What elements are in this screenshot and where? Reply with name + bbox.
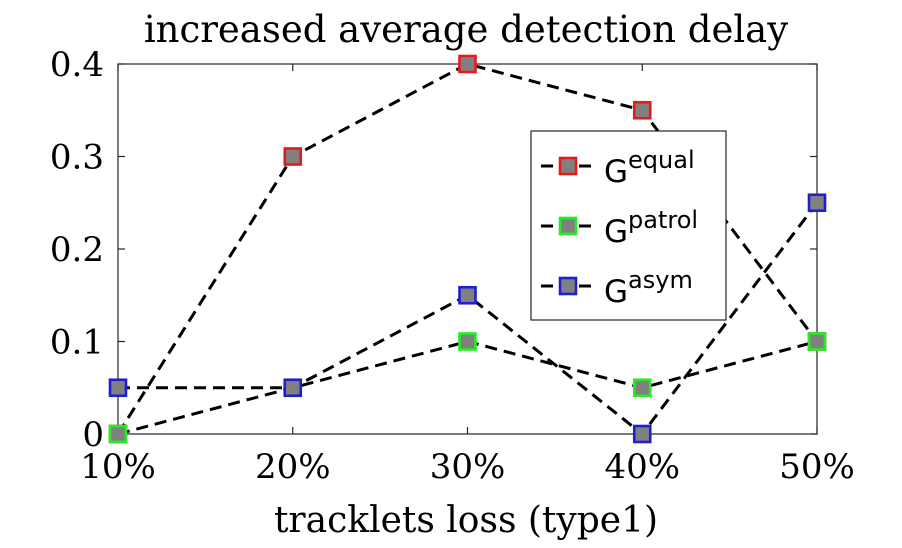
y-tick-label: 0.4 <box>50 45 104 85</box>
data-point-equal <box>458 54 477 74</box>
chart-title: increased average detection delay <box>144 8 788 51</box>
legend-label-patrol: Gpatrol <box>604 206 698 250</box>
x-tick-label: 30% <box>430 447 506 487</box>
x-tick-label: 20% <box>255 447 331 487</box>
legend-label-base: G <box>604 214 628 250</box>
x-tick-label: 50% <box>779 447 855 487</box>
data-point-asym <box>632 424 652 444</box>
legend-label-asym: Gasym <box>604 266 693 310</box>
data-point-asym <box>807 193 827 213</box>
data-point-patrol <box>807 332 827 351</box>
x-tick-label: 10% <box>80 447 156 487</box>
legend-label-base: G <box>604 154 628 190</box>
legend-marker-patrol <box>558 216 578 236</box>
x-axis-label: tracklets loss (type1) <box>274 500 658 541</box>
data-point-equal <box>632 100 652 120</box>
data-point-patrol <box>108 424 128 444</box>
y-tick-label: 0.3 <box>50 138 104 178</box>
legend-label-superscript: asym <box>628 266 693 294</box>
legend-label-superscript: equal <box>628 146 695 174</box>
legend-label-equal: Gequal <box>604 146 695 190</box>
y-tick-label: 0.1 <box>50 323 104 363</box>
y-tick-label: 0.2 <box>50 230 104 270</box>
data-point-asym <box>283 378 303 398</box>
x-tick-label: 40% <box>604 447 680 487</box>
legend-label-superscript: patrol <box>628 206 698 234</box>
data-point-patrol <box>632 378 652 398</box>
data-point-patrol <box>458 332 477 351</box>
data-point-asym <box>108 378 128 398</box>
y-tick-label: 0 <box>82 415 104 455</box>
legend-marker-asym <box>558 276 578 296</box>
data-point-asym <box>458 285 477 305</box>
legend-label-base: G <box>604 274 628 310</box>
legend-marker-equal <box>558 156 578 176</box>
data-point-equal <box>283 147 303 166</box>
